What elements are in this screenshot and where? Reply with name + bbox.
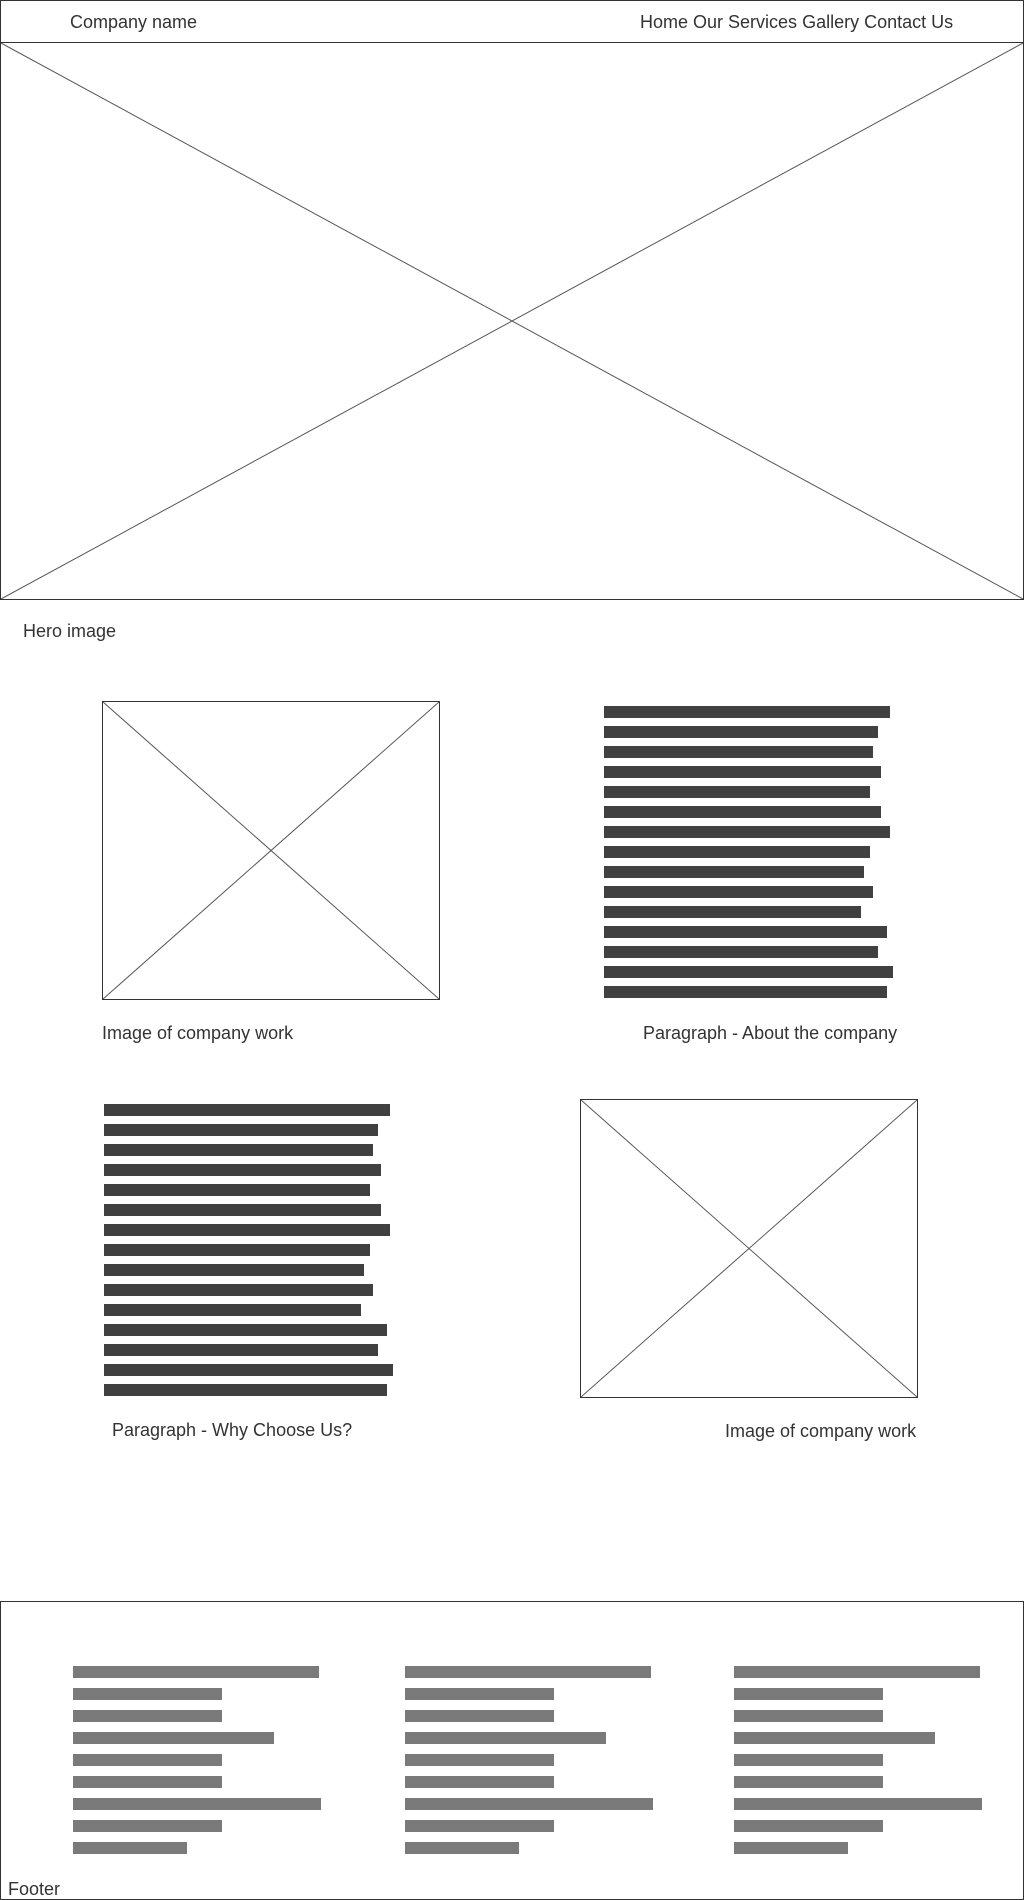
footer-link-placeholder: [734, 1732, 935, 1744]
nav-our-services[interactable]: Our Services: [693, 12, 798, 32]
about-paragraph-placeholder: [604, 706, 896, 1006]
footer-column-2: [405, 1666, 653, 1864]
placeholder-cross: [103, 702, 439, 999]
text-line-placeholder: [604, 826, 890, 838]
hero-image-label: Hero image: [23, 621, 117, 641]
about-paragraph-label: Paragraph - About the company: [643, 1023, 898, 1043]
text-line-placeholder: [604, 926, 887, 938]
text-line-placeholder: [604, 766, 881, 778]
text-line-placeholder: [104, 1164, 381, 1176]
footer-link-placeholder: [73, 1688, 222, 1700]
footer-link-placeholder: [73, 1710, 222, 1722]
footer-link-placeholder: [405, 1754, 554, 1766]
footer-link-placeholder: [73, 1820, 222, 1832]
text-line-placeholder: [104, 1184, 370, 1196]
text-line-placeholder: [104, 1284, 373, 1296]
footer-column-3: [734, 1666, 982, 1864]
text-line-placeholder: [604, 966, 893, 978]
text-line-placeholder: [604, 886, 873, 898]
nav-home[interactable]: Home: [640, 12, 689, 32]
nav-contact-us[interactable]: Contact Us: [864, 12, 954, 32]
company-work-image-placeholder-2: [580, 1099, 918, 1398]
text-line-placeholder: [604, 746, 873, 758]
footer-link-placeholder: [73, 1732, 274, 1744]
footer-link-placeholder: [405, 1688, 554, 1700]
why-choose-us-paragraph-placeholder: [104, 1104, 396, 1404]
footer-link-placeholder: [73, 1798, 321, 1810]
footer-link-placeholder: [734, 1798, 982, 1810]
footer-link-placeholder: [405, 1732, 606, 1744]
text-line-placeholder: [104, 1304, 361, 1316]
footer-link-placeholder: [734, 1666, 980, 1678]
nav-gallery[interactable]: Gallery: [802, 12, 860, 32]
footer-link-placeholder: [734, 1820, 883, 1832]
footer-link-placeholder: [73, 1842, 187, 1854]
footer-link-placeholder: [734, 1776, 883, 1788]
text-line-placeholder: [604, 906, 861, 918]
footer-link-placeholder: [405, 1666, 651, 1678]
text-line-placeholder: [604, 706, 890, 718]
text-line-placeholder: [104, 1364, 393, 1376]
footer-link-placeholder: [73, 1776, 222, 1788]
footer-link-placeholder: [405, 1842, 519, 1854]
footer-link-placeholder: [73, 1754, 222, 1766]
footer-link-placeholder: [734, 1754, 883, 1766]
text-line-placeholder: [104, 1104, 390, 1116]
text-line-placeholder: [104, 1244, 370, 1256]
text-line-placeholder: [104, 1124, 378, 1136]
placeholder-cross: [581, 1100, 917, 1397]
footer-link-placeholder: [405, 1820, 554, 1832]
text-line-placeholder: [604, 866, 864, 878]
text-line-placeholder: [604, 846, 870, 858]
placeholder-cross: [1, 43, 1023, 599]
footer-link-placeholder: [734, 1688, 883, 1700]
company-name[interactable]: Company name: [70, 12, 198, 32]
footer-link-placeholder: [734, 1710, 883, 1722]
main-nav: Home Our Services Gallery Contact Us: [640, 11, 953, 33]
text-line-placeholder: [104, 1384, 387, 1396]
text-line-placeholder: [604, 806, 881, 818]
text-line-placeholder: [104, 1144, 373, 1156]
text-line-placeholder: [604, 786, 870, 798]
text-line-placeholder: [104, 1264, 364, 1276]
text-line-placeholder: [104, 1224, 390, 1236]
company-work-image-label: Image of company work: [102, 1023, 294, 1043]
text-line-placeholder: [604, 986, 887, 998]
footer-link-placeholder: [405, 1776, 554, 1788]
footer-link-placeholder: [405, 1710, 554, 1722]
footer-column-1: [73, 1666, 321, 1864]
text-line-placeholder: [104, 1204, 381, 1216]
company-work-image-label-2: Image of company work: [725, 1421, 917, 1441]
text-line-placeholder: [104, 1344, 378, 1356]
footer-label: Footer: [8, 1879, 61, 1899]
footer-link-placeholder: [405, 1798, 653, 1810]
why-choose-us-paragraph-label: Paragraph - Why Choose Us?: [112, 1420, 353, 1440]
hero-image-placeholder: [0, 42, 1024, 600]
footer-link-placeholder: [73, 1666, 319, 1678]
footer-link-placeholder: [734, 1842, 848, 1854]
company-work-image-placeholder: [102, 701, 440, 1000]
text-line-placeholder: [604, 726, 878, 738]
text-line-placeholder: [604, 946, 878, 958]
text-line-placeholder: [104, 1324, 387, 1336]
